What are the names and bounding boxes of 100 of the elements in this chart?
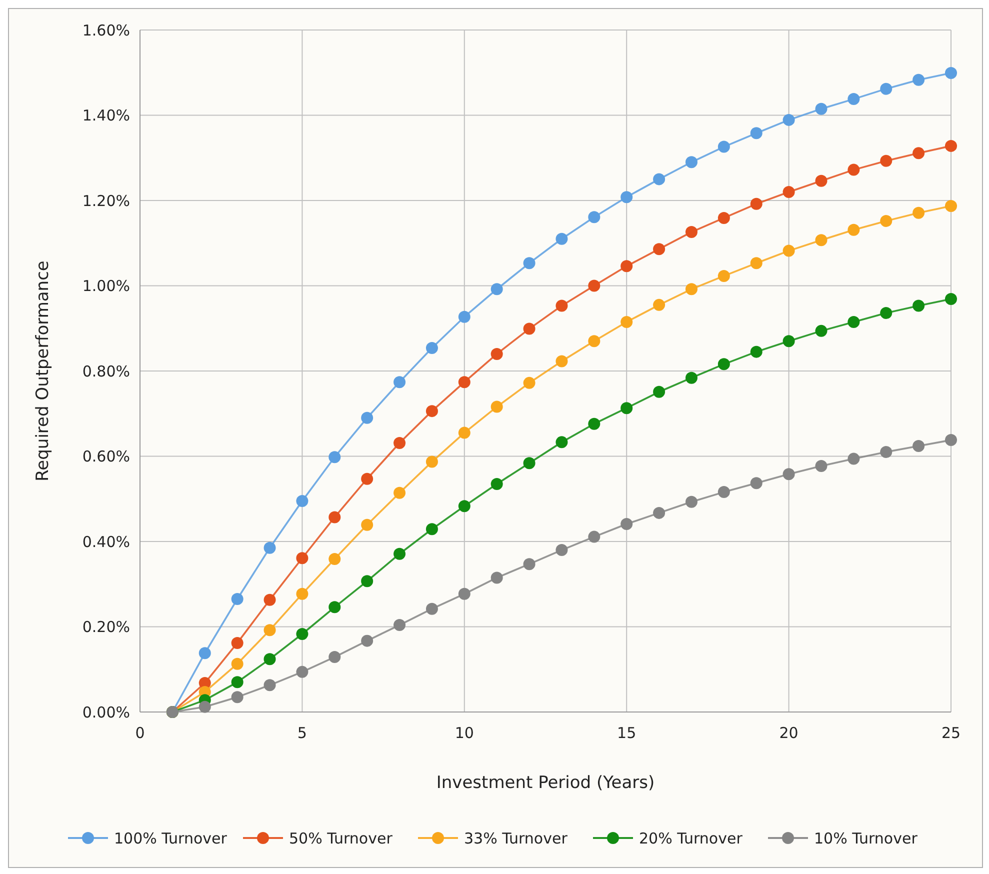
point bbox=[912, 206, 925, 219]
point bbox=[588, 280, 600, 292]
point bbox=[361, 472, 374, 485]
point bbox=[523, 558, 536, 570]
point bbox=[848, 224, 860, 236]
point bbox=[264, 679, 276, 692]
point bbox=[588, 211, 600, 224]
point bbox=[880, 307, 892, 320]
point bbox=[848, 316, 860, 328]
point bbox=[426, 523, 438, 536]
legend-label: 100% Turnover bbox=[114, 829, 228, 848]
point bbox=[264, 624, 276, 636]
x-tick-label: 0 bbox=[135, 724, 145, 742]
point bbox=[328, 451, 341, 464]
point bbox=[782, 114, 795, 126]
point bbox=[588, 530, 600, 543]
point bbox=[328, 651, 341, 664]
x-axis-title: Investment Period (Years) bbox=[436, 773, 655, 793]
x-tick-label: 20 bbox=[779, 724, 798, 742]
point bbox=[945, 140, 957, 152]
point bbox=[361, 412, 374, 424]
point bbox=[198, 700, 211, 713]
point bbox=[394, 437, 406, 450]
point bbox=[588, 335, 600, 348]
point bbox=[945, 200, 957, 212]
point bbox=[556, 436, 568, 448]
point bbox=[653, 386, 666, 398]
point bbox=[880, 82, 892, 95]
point bbox=[815, 460, 828, 472]
point bbox=[782, 186, 795, 198]
point bbox=[912, 74, 925, 86]
point bbox=[945, 292, 957, 305]
point bbox=[361, 634, 374, 647]
point bbox=[426, 456, 438, 468]
point bbox=[653, 243, 666, 256]
point bbox=[912, 147, 925, 160]
point bbox=[490, 478, 503, 490]
point bbox=[458, 310, 470, 323]
point bbox=[815, 174, 828, 187]
point bbox=[685, 372, 698, 384]
point bbox=[750, 257, 762, 270]
point bbox=[815, 324, 828, 337]
y-tick-label: 0.60% bbox=[82, 448, 130, 466]
point bbox=[426, 342, 438, 354]
point bbox=[718, 358, 730, 370]
point bbox=[815, 234, 828, 246]
point bbox=[718, 140, 730, 153]
point bbox=[848, 164, 860, 176]
point bbox=[296, 495, 308, 508]
point bbox=[653, 298, 666, 311]
point bbox=[848, 93, 860, 106]
point bbox=[523, 322, 536, 335]
point bbox=[264, 542, 276, 554]
point bbox=[523, 376, 536, 389]
point bbox=[750, 346, 762, 358]
point bbox=[685, 226, 698, 238]
y-axis-title: Required Outperformance bbox=[33, 260, 53, 482]
legend-label: 10% Turnover bbox=[814, 829, 918, 848]
point bbox=[620, 260, 633, 272]
point bbox=[685, 496, 698, 508]
x-tick-label: 5 bbox=[297, 724, 307, 742]
point bbox=[231, 636, 244, 649]
point bbox=[426, 405, 438, 418]
point bbox=[394, 619, 406, 632]
point bbox=[620, 191, 633, 204]
point bbox=[426, 602, 438, 615]
y-tick-label: 0.40% bbox=[82, 532, 130, 551]
point bbox=[750, 198, 762, 210]
point bbox=[782, 244, 795, 257]
point bbox=[782, 468, 795, 480]
y-tick-label: 1.60% bbox=[82, 21, 130, 40]
point bbox=[685, 156, 698, 168]
point bbox=[264, 653, 276, 666]
point bbox=[523, 257, 536, 270]
point bbox=[782, 335, 795, 348]
point bbox=[880, 446, 892, 458]
point bbox=[296, 588, 308, 600]
x-tick-label: 25 bbox=[941, 724, 961, 742]
point bbox=[296, 552, 308, 564]
point bbox=[231, 691, 244, 704]
point bbox=[848, 452, 860, 465]
point bbox=[653, 506, 666, 519]
point bbox=[556, 544, 568, 556]
point bbox=[490, 400, 503, 413]
x-tick-label: 10 bbox=[454, 724, 474, 742]
point bbox=[394, 376, 406, 388]
point bbox=[880, 154, 892, 167]
point bbox=[264, 594, 276, 606]
point bbox=[718, 486, 730, 498]
point bbox=[556, 232, 568, 245]
point bbox=[718, 212, 730, 224]
point bbox=[394, 548, 406, 560]
point bbox=[394, 486, 406, 499]
point bbox=[328, 552, 341, 565]
point bbox=[296, 628, 308, 640]
y-tick-label: 0.00% bbox=[82, 703, 130, 722]
point bbox=[231, 658, 244, 670]
point bbox=[588, 418, 600, 430]
y-tick-label: 0.20% bbox=[82, 618, 130, 636]
point bbox=[880, 214, 892, 227]
